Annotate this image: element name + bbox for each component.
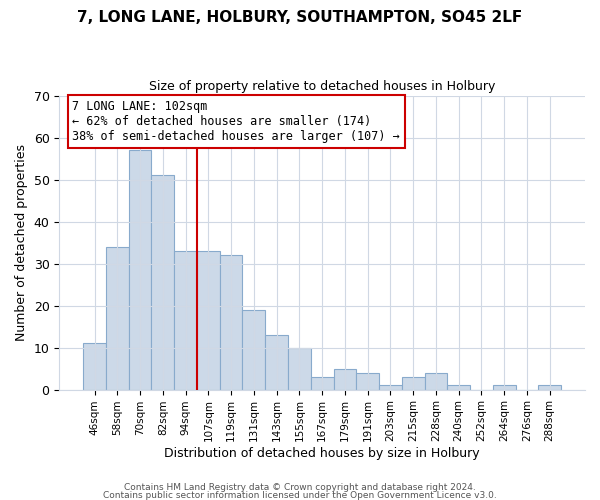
Bar [197, 251, 220, 390]
Text: 7 LONG LANE: 102sqm
← 62% of detached houses are smaller (174)
38% of semi-detac: 7 LONG LANE: 102sqm ← 62% of detached ho… [73, 100, 400, 143]
Title: Size of property relative to detached houses in Holbury: Size of property relative to detached ho… [149, 80, 496, 93]
Bar [242, 310, 265, 390]
Bar [334, 368, 356, 390]
Bar [83, 344, 106, 390]
Bar [174, 251, 197, 390]
Bar [425, 373, 448, 390]
Y-axis label: Number of detached properties: Number of detached properties [15, 144, 28, 341]
Bar [311, 377, 334, 390]
Bar [288, 348, 311, 390]
Text: 7, LONG LANE, HOLBURY, SOUTHAMPTON, SO45 2LF: 7, LONG LANE, HOLBURY, SOUTHAMPTON, SO45… [77, 10, 523, 25]
Bar [379, 386, 402, 390]
Text: Contains HM Land Registry data © Crown copyright and database right 2024.: Contains HM Land Registry data © Crown c… [124, 484, 476, 492]
Bar [402, 377, 425, 390]
Bar [265, 335, 288, 390]
Bar [356, 373, 379, 390]
Bar [538, 386, 561, 390]
Bar [151, 176, 174, 390]
Bar [220, 255, 242, 390]
Bar [106, 247, 128, 390]
X-axis label: Distribution of detached houses by size in Holbury: Distribution of detached houses by size … [164, 447, 480, 460]
Text: Contains public sector information licensed under the Open Government Licence v3: Contains public sector information licen… [103, 490, 497, 500]
Bar [448, 386, 470, 390]
Bar [128, 150, 151, 390]
Bar [493, 386, 515, 390]
